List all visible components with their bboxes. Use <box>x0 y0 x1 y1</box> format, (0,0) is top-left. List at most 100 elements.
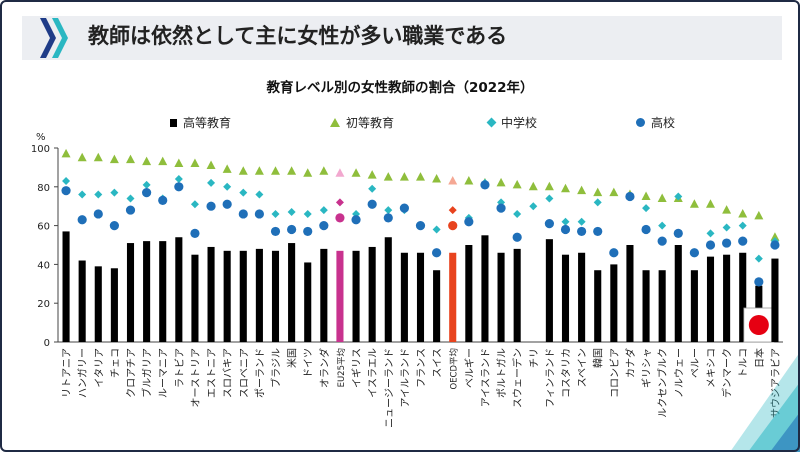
point-primary <box>303 168 313 177</box>
x-tick-label: クロアチア <box>126 348 138 398</box>
point-lower-secondary <box>561 217 570 226</box>
bar-tertiary <box>304 262 312 342</box>
point-primary <box>206 160 216 169</box>
bar-tertiary <box>320 248 328 342</box>
point-upper-secondary <box>415 221 426 231</box>
x-tick-label: EU25平均 <box>336 348 347 387</box>
point-upper-secondary <box>399 203 409 213</box>
x-tick-label: コスタリカ <box>561 348 573 398</box>
y-tick-label: 40 <box>37 260 50 271</box>
point-primary <box>544 181 554 191</box>
point-upper-secondary <box>254 209 264 219</box>
point-upper-secondary <box>512 232 522 242</box>
x-tick-label: スロバキア <box>222 348 234 398</box>
bar-tertiary <box>271 250 280 342</box>
point-upper-secondary <box>367 199 377 209</box>
x-tick-label: OECD平均 <box>449 348 460 390</box>
point-upper-secondary <box>560 224 571 235</box>
x-tick-label: ルクセンブルク <box>656 348 669 418</box>
x-tick-label: 日本 <box>753 348 766 368</box>
point-lower-secondary <box>658 221 667 230</box>
point-primary <box>126 154 135 164</box>
bar-tertiary <box>481 235 489 342</box>
bar-tertiary <box>239 250 247 342</box>
x-tick-label: スペイン <box>578 348 589 387</box>
bar-tertiary <box>674 245 682 342</box>
bar-tertiary <box>143 241 151 342</box>
x-tick-label: イスラエル <box>367 348 379 398</box>
x-tick-label: ルーマニア <box>159 348 170 398</box>
point-lower-secondary <box>448 206 457 215</box>
point-lower-secondary <box>126 194 135 203</box>
bar-tertiary <box>690 270 698 342</box>
bar-tertiary <box>771 258 779 342</box>
x-tick-label: イギリス <box>351 348 363 388</box>
point-primary <box>158 156 168 166</box>
point-primary <box>593 187 603 197</box>
x-tick-label: スロベニア <box>238 348 250 398</box>
y-axis-unit: % <box>36 132 46 143</box>
bar-tertiary <box>594 270 602 342</box>
oecd-logo-icon <box>40 18 68 58</box>
bar-tertiary <box>352 250 360 342</box>
x-tick-label: アイスランド <box>480 348 492 407</box>
point-primary <box>496 177 506 187</box>
point-lower-secondary <box>271 209 280 218</box>
x-tick-label: 米国 <box>286 348 299 368</box>
point-upper-secondary <box>722 238 732 248</box>
point-lower-secondary <box>62 176 71 185</box>
corner-decoration <box>730 352 800 452</box>
bar-tertiary <box>723 254 731 342</box>
legend-label-primary: 初等教育 <box>346 116 395 130</box>
point-upper-secondary <box>77 215 87 225</box>
point-primary <box>174 158 184 168</box>
point-primary <box>271 166 280 175</box>
slide-title: 教師は依然として主に女性が多い職業である <box>88 24 508 48</box>
point-primary <box>416 172 425 181</box>
bar-tertiary <box>110 268 118 342</box>
x-tick-label: オーストリア <box>190 348 202 408</box>
legend: 高等教育 初等教育 中学校 高校 <box>0 114 800 132</box>
header-band <box>22 16 782 60</box>
bar-tertiary <box>545 239 553 342</box>
point-lower-secondary <box>303 209 312 218</box>
point-primary <box>464 175 474 185</box>
point-upper-secondary <box>496 203 506 213</box>
bar-tertiary <box>465 245 473 342</box>
x-tick-label: メキシコ <box>707 348 718 388</box>
bar-tertiary <box>578 252 586 342</box>
x-tick-label: ギリシャ <box>641 348 653 388</box>
point-lower-secondary <box>78 190 87 199</box>
bar-tertiary <box>159 241 167 342</box>
point-primary <box>432 174 442 183</box>
x-tick-label: ドイツ <box>304 348 315 378</box>
point-primary <box>577 185 587 195</box>
point-primary <box>61 148 71 158</box>
point-primary <box>770 232 780 241</box>
x-tick-label: チリ <box>528 348 540 368</box>
point-lower-secondary <box>368 184 377 193</box>
bar-tertiary <box>610 264 618 342</box>
point-lower-secondary <box>545 194 554 203</box>
y-tick-label: 0 <box>44 338 50 349</box>
bar-tertiary <box>288 243 296 342</box>
point-lower-secondary <box>754 254 763 263</box>
point-primary <box>222 164 232 173</box>
bar-tertiary <box>207 246 215 342</box>
point-primary <box>657 193 667 202</box>
point-primary <box>190 158 200 168</box>
x-tick-label: ハンガリー <box>77 348 89 398</box>
point-lower-secondary <box>513 209 522 218</box>
point-primary <box>448 175 458 185</box>
bar-tertiary <box>433 270 441 342</box>
legend-label-tertiary: 高等教育 <box>183 116 232 130</box>
bar-tertiary <box>126 243 135 342</box>
x-tick-label: コロンビア <box>609 348 621 398</box>
bar-tertiary <box>513 248 521 342</box>
point-lower-secondary <box>110 188 119 197</box>
x-tick-label: リトアニア <box>62 348 73 398</box>
point-lower-secondary <box>642 204 651 213</box>
point-upper-secondary <box>577 226 587 237</box>
legend-label-upper-secondary: 高校 <box>651 116 676 130</box>
